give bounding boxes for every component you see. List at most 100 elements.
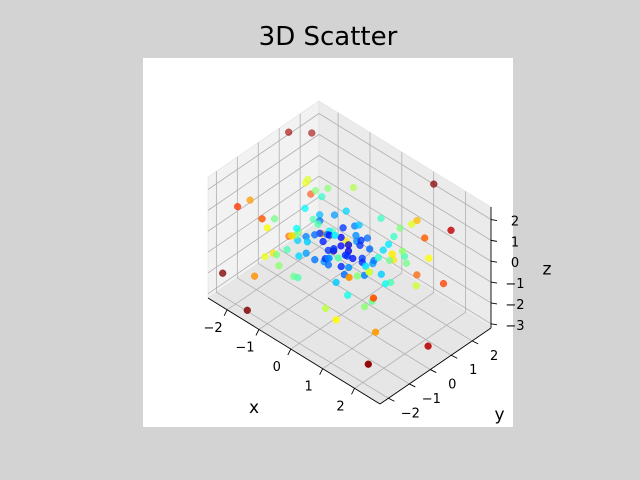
scatter-point xyxy=(341,251,350,259)
scatter-point xyxy=(377,214,385,222)
scatter-point xyxy=(275,262,283,270)
grid-line-z-back xyxy=(318,154,492,262)
scatter-point xyxy=(388,250,396,258)
scatter-point xyxy=(424,342,432,350)
x-axis-label: x xyxy=(249,398,259,418)
scatter-point xyxy=(302,249,310,257)
scatter-point xyxy=(243,306,251,314)
z-tick-mark xyxy=(490,302,498,305)
z-tick-mark xyxy=(490,219,498,221)
z-axis-label: z xyxy=(543,260,552,280)
scatter-point xyxy=(324,261,333,269)
scatter-point xyxy=(344,291,352,299)
scatter-point xyxy=(413,216,421,225)
scatter-point xyxy=(430,180,438,188)
scatter-point xyxy=(330,211,339,219)
scatter-point xyxy=(301,204,309,212)
x-tick-label: 2 xyxy=(336,399,344,414)
x-tick-label: 0 xyxy=(273,360,281,375)
scatter-point xyxy=(263,224,271,232)
scatter-point xyxy=(369,294,378,302)
x-tick-label: −2 xyxy=(204,321,223,336)
scatter-point xyxy=(342,207,350,215)
scatter-point xyxy=(365,268,373,276)
y-tick-mark xyxy=(471,340,479,345)
scatter-point xyxy=(330,245,338,253)
scatter-point xyxy=(345,273,353,282)
scatter-point xyxy=(398,247,407,255)
scatter-point xyxy=(304,175,312,183)
scatter-point xyxy=(337,233,345,242)
scatter-point xyxy=(285,128,293,136)
chart-title: 3D Scatter xyxy=(258,22,398,52)
scatter-point xyxy=(311,186,320,195)
scatter-point xyxy=(337,242,345,250)
scatter-point xyxy=(344,241,353,249)
scatter-point xyxy=(353,272,362,280)
scatter-point xyxy=(258,215,266,223)
scatter-point xyxy=(324,254,333,263)
scatter-point xyxy=(303,238,312,246)
y-tick-mark xyxy=(451,354,458,359)
scatter-point xyxy=(377,270,385,278)
scatter-point xyxy=(349,254,357,263)
z-tick-mark xyxy=(490,281,498,284)
z-tick-label: 1 xyxy=(511,235,519,250)
x-tick-mark xyxy=(287,348,292,356)
z-tick-label: −1 xyxy=(505,277,524,292)
scatter-point xyxy=(396,224,404,232)
x-tick-mark xyxy=(319,368,324,375)
y-tick-label: −1 xyxy=(422,392,441,407)
x-tick-label: 1 xyxy=(305,380,313,395)
x-tick-label: −1 xyxy=(235,340,254,355)
y-tick-mark xyxy=(430,369,437,373)
scatter-point xyxy=(337,262,345,271)
grid-line-z-side xyxy=(207,175,320,253)
scatter-point xyxy=(250,272,259,280)
z-tick-label: −2 xyxy=(505,298,524,313)
scatter-point xyxy=(316,211,324,219)
scatter-point xyxy=(412,282,420,290)
scatter-point xyxy=(352,231,360,240)
y-tick-mark xyxy=(388,397,395,402)
grid-line-y-floor xyxy=(278,248,452,356)
scatter-point xyxy=(361,262,370,270)
scatter-point xyxy=(295,252,303,260)
scatter-point xyxy=(272,251,281,259)
scatter-point xyxy=(360,302,369,311)
scatter-point xyxy=(425,254,433,262)
scatter-point xyxy=(288,232,296,240)
scatter-point xyxy=(283,246,291,254)
grid-line-z-side xyxy=(207,134,320,211)
scatter-point xyxy=(311,231,319,239)
scatter-point xyxy=(357,236,365,244)
grid-line-z-side xyxy=(207,113,320,190)
grid-line-z-side xyxy=(207,196,320,274)
scatter-point xyxy=(334,254,342,262)
y-tick-label: 1 xyxy=(469,363,477,378)
grid-line-y-floor xyxy=(258,263,431,370)
y-tick-mark xyxy=(409,383,416,388)
scatter-point xyxy=(379,246,387,254)
z-tick-mark xyxy=(490,323,498,326)
grid-line-z-back xyxy=(318,217,492,325)
scatter-point xyxy=(331,231,339,240)
scatter-point xyxy=(318,193,326,201)
scatter-point xyxy=(233,202,242,211)
scatter-point xyxy=(314,220,322,228)
scatter-point xyxy=(270,215,279,223)
scatter-point xyxy=(339,224,347,232)
scatter-point xyxy=(355,221,363,229)
grid-line-z-back xyxy=(318,134,492,241)
y-tick-label: 0 xyxy=(448,378,456,393)
z-tick-label: −3 xyxy=(505,319,524,334)
grid-line-z-back xyxy=(318,175,492,283)
y-tick-label: −2 xyxy=(401,406,420,421)
scatter-point xyxy=(390,232,398,241)
scatter-point xyxy=(371,328,380,336)
scatter-point xyxy=(294,273,302,282)
scatter-point xyxy=(345,263,353,272)
x-tick-mark xyxy=(223,309,228,316)
scatter-point xyxy=(219,269,227,277)
